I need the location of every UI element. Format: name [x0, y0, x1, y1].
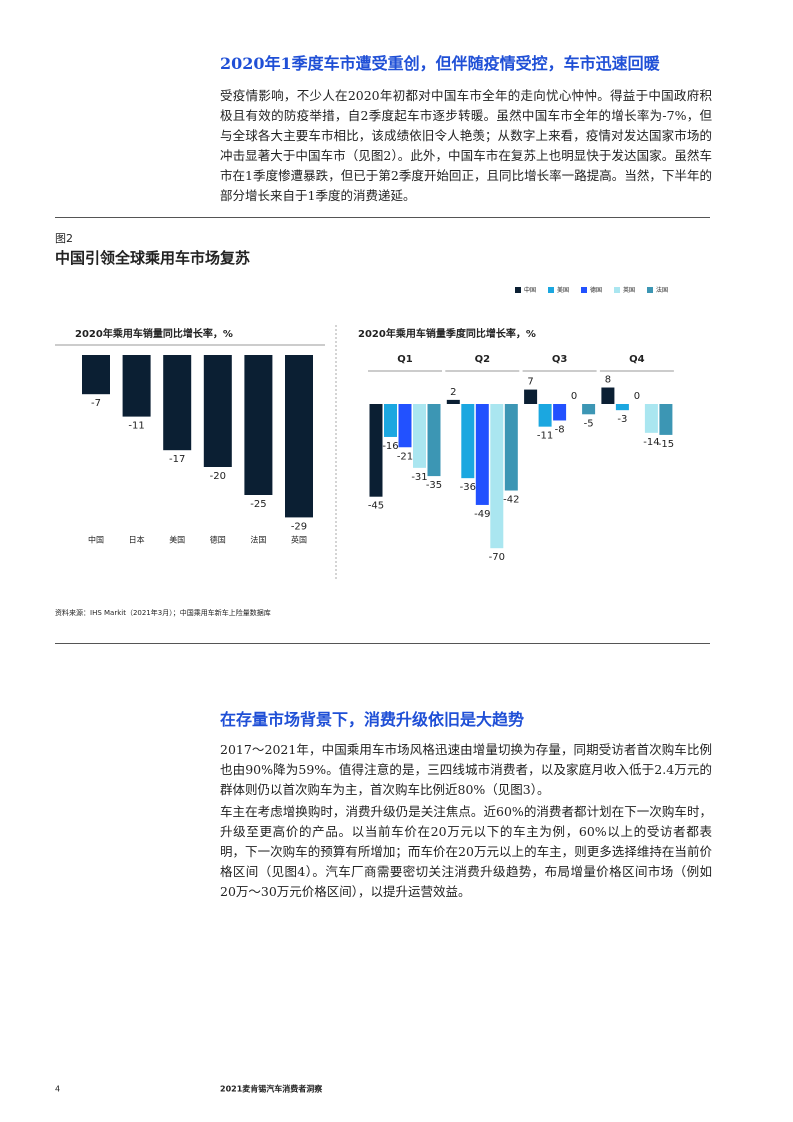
quarter-label: Q2 — [475, 354, 491, 365]
bar — [461, 404, 475, 479]
data-label: -3 — [617, 414, 627, 425]
bar — [122, 355, 151, 417]
data-label: -15 — [658, 439, 674, 450]
bar — [524, 389, 538, 404]
chart-title: 2020年乘用车销量同比增长率，% — [75, 327, 233, 340]
data-label: -49 — [474, 509, 490, 520]
bar — [601, 387, 615, 404]
bar — [615, 404, 629, 411]
bar — [582, 404, 596, 415]
footer-title: 2021麦肯锡汽车消费者洞察 — [220, 1084, 323, 1094]
data-label: 2 — [450, 387, 456, 398]
x-tick-label: 德国 — [210, 535, 226, 545]
legend-swatch — [614, 287, 620, 293]
data-label: -11 — [128, 421, 144, 432]
data-label: 0 — [571, 391, 577, 402]
x-tick-label: 美国 — [169, 535, 185, 545]
bar — [413, 404, 426, 468]
legend-swatch — [548, 287, 554, 293]
data-label: -20 — [210, 471, 226, 482]
bar — [504, 404, 518, 491]
data-label: -14 — [643, 437, 659, 448]
heading: 2020年1季度车市遭受重创，但伴随疫情受控，车市迅速回暖 — [220, 54, 660, 73]
bar — [285, 355, 313, 518]
data-label: 8 — [605, 375, 611, 386]
bar — [659, 404, 673, 435]
divider — [55, 217, 710, 218]
data-label: -21 — [397, 451, 413, 462]
heading: 在存量市场背景下，消费升级依旧是大趋势 — [220, 710, 525, 729]
bar — [163, 355, 192, 451]
bar — [490, 404, 504, 549]
data-label: -35 — [426, 480, 442, 491]
data-label: -42 — [503, 495, 519, 506]
bar — [446, 399, 460, 404]
quarter-label: Q3 — [552, 354, 568, 365]
x-tick-label: 日本 — [129, 535, 145, 545]
data-label: -45 — [368, 501, 384, 512]
chart-title: 2020年乘用车销量季度同比增长率，% — [358, 327, 536, 340]
bar — [82, 355, 110, 395]
data-label: -29 — [291, 521, 307, 532]
data-label: -7 — [91, 398, 101, 409]
quarter-label: Q4 — [629, 354, 645, 365]
bar — [538, 404, 552, 427]
legend-label: 法国 — [656, 286, 668, 294]
legend-label: 德国 — [590, 286, 602, 294]
bar — [475, 404, 489, 505]
figure-label: 图2 — [55, 232, 73, 245]
bar — [427, 404, 441, 477]
data-label: -25 — [250, 499, 266, 510]
legend-label: 美国 — [557, 286, 569, 294]
data-label: -31 — [411, 472, 427, 483]
data-label: 7 — [527, 377, 533, 388]
data-label: 0 — [634, 391, 640, 402]
data-label: -17 — [169, 454, 185, 465]
legend-swatch — [515, 287, 521, 293]
source: 资料来源：IHS Markit（2021年3月）；中国乘用车新车上险量数据库 — [55, 608, 271, 617]
divider — [55, 643, 710, 644]
data-label: -11 — [537, 431, 553, 442]
bar — [553, 404, 567, 421]
data-label: -8 — [555, 424, 565, 435]
legend-swatch — [581, 287, 587, 293]
data-label: -70 — [489, 552, 505, 563]
bar — [398, 404, 412, 448]
legend-swatch — [647, 287, 653, 293]
page-number: 4 — [55, 1085, 60, 1094]
data-label: -36 — [460, 482, 476, 493]
x-tick-label: 法国 — [250, 535, 266, 545]
paragraph: 车主在考虑增换购时，消费升级仍是关注焦点。近60%的消费者都计划在下一次购车时，… — [220, 804, 712, 899]
x-tick-label: 中国 — [88, 535, 104, 545]
bar — [369, 404, 383, 497]
bar — [644, 404, 658, 433]
paragraph: 受疫情影响，不少人在2020年初都对中国车市全年的走向忧心忡忡。得益于中国政府积… — [220, 88, 712, 203]
legend-label: 英国 — [623, 286, 635, 294]
bar — [244, 355, 273, 495]
bar — [384, 404, 397, 437]
x-tick-label: 英国 — [291, 535, 307, 545]
data-label: -5 — [584, 418, 594, 429]
data-label: -16 — [382, 441, 398, 452]
quarter-label: Q1 — [397, 354, 413, 365]
legend-label: 中国 — [524, 286, 536, 294]
figure-title: 中国引领全球乘用车市场复苏 — [55, 249, 250, 267]
bar — [203, 355, 232, 467]
paragraph: 2017～2021年，中国乘用车市场风格迅速由增量切换为存量，同期受访者首次购车… — [220, 742, 712, 797]
